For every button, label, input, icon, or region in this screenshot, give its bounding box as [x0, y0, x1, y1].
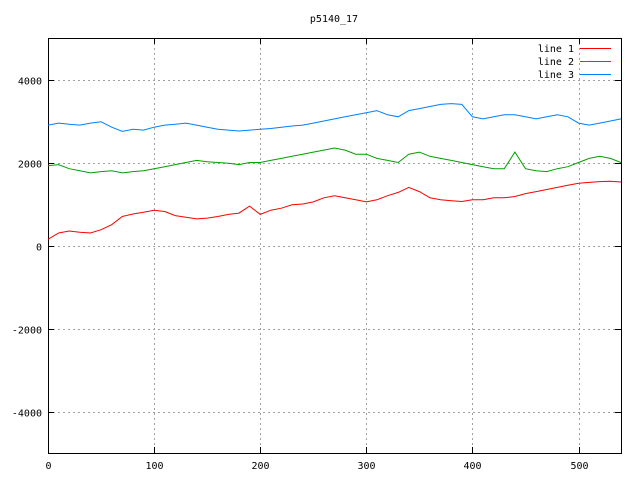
grid: [48, 38, 621, 453]
axis-ticks: 0 100 200 300 400 500 -4000 -2000 0 2000 4000: [12, 38, 621, 472]
x-tick-label: 500: [570, 461, 588, 472]
legend: line 1 line 2 line 3: [538, 44, 611, 81]
series-line-1: [47, 180, 622, 240]
x-tick-label: 200: [251, 461, 269, 472]
legend-label: line 1: [538, 44, 574, 55]
series-lines: [47, 103, 622, 240]
x-tick-label: 400: [463, 461, 481, 472]
y-tick-label: 0: [36, 243, 42, 254]
x-tick-label: 300: [357, 461, 375, 472]
x-tick-label: 0: [45, 461, 51, 472]
y-tick-label: 2000: [18, 160, 42, 171]
series-line-2: [47, 147, 622, 174]
legend-label: line 3: [538, 70, 574, 81]
y-tick-label: -4000: [12, 409, 42, 420]
chart-title: p5140_17: [310, 14, 358, 25]
y-tick-label: 4000: [18, 77, 42, 88]
y-tick-label: -2000: [12, 326, 42, 337]
x-tick-label: 100: [145, 461, 163, 472]
series-line-3: [47, 103, 622, 132]
legend-label: line 2: [538, 57, 574, 68]
